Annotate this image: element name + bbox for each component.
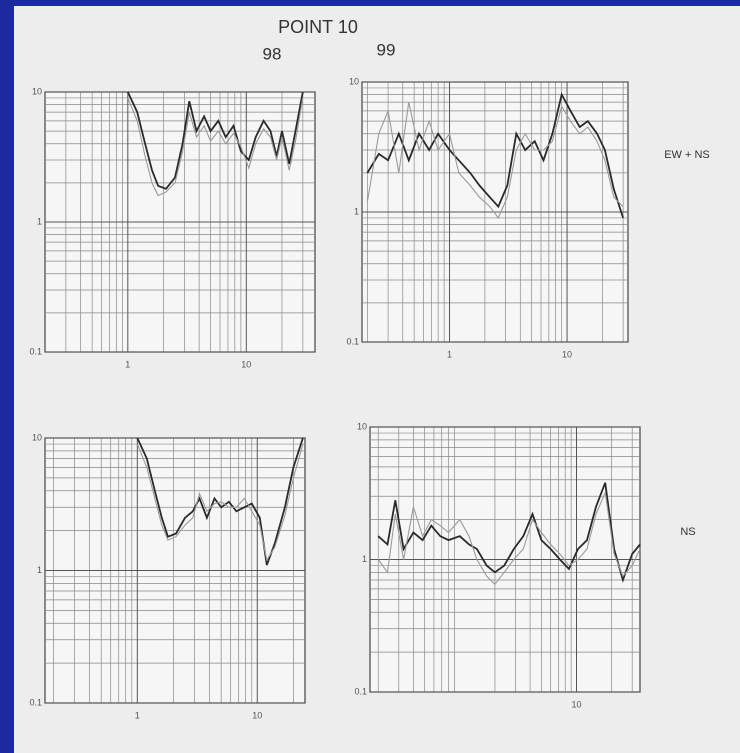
y-tick-label: 0.1 [29, 346, 42, 356]
y-tick-label: 0.1 [354, 686, 367, 696]
y-tick-label: 10 [32, 432, 42, 442]
x-tick-label: 1 [447, 349, 452, 359]
y-tick-label: 1 [362, 554, 367, 564]
page-title: POINT 10 [278, 17, 358, 37]
y-tick-label: 10 [349, 76, 359, 86]
x-tick-label: 10 [241, 359, 251, 369]
y-tick-label: 1 [37, 565, 42, 575]
x-tick-label: 10 [571, 699, 581, 709]
page: POINT 10 98 99 EW + NS NS 0.1 1 10 1 10 0.1 1 1… [0, 0, 740, 753]
y-tick-label: 10 [32, 86, 42, 96]
column-label: 98 [263, 44, 282, 63]
row-label: NS [680, 526, 695, 538]
x-tick-label: 1 [135, 710, 140, 720]
y-tick-label: 10 [357, 421, 367, 431]
y-tick-label: 1 [37, 216, 42, 226]
row-label: EW + NS [664, 149, 710, 161]
x-tick-label: 10 [562, 349, 572, 359]
y-tick-label: 1 [354, 206, 359, 216]
x-tick-label: 1 [125, 359, 130, 369]
y-tick-label: 0.1 [346, 336, 359, 346]
x-tick-label: 10 [252, 710, 262, 720]
photo: POINT 10 98 99 EW + NS NS 0.1 1 10 1 10 0.1 1 1… [0, 0, 740, 753]
column-label: 99 [377, 40, 396, 59]
y-tick-label: 0.1 [29, 697, 42, 707]
